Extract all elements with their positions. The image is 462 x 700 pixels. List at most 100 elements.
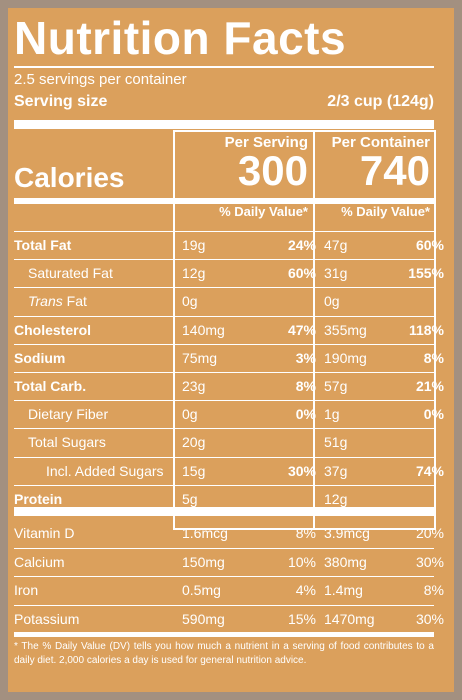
calories-per-serving: 300: [237, 147, 308, 194]
serving-daily-value: 24%: [287, 237, 316, 253]
row-divider: [14, 287, 434, 289]
serving-amount: 15g: [182, 462, 206, 479]
vitamin-name: Iron: [14, 582, 39, 598]
container-daily-value: 21%: [415, 378, 444, 394]
serving-amount: 75mg: [182, 349, 218, 366]
serving-daily-value: 60%: [287, 265, 316, 282]
container-amount: 190mg: [324, 349, 367, 366]
thick-rule-mid: [14, 507, 434, 516]
per-serving-header: Per Serving: [224, 134, 308, 151]
container-amount: 47g: [324, 237, 348, 253]
container-daily-value: 8%: [423, 582, 444, 598]
nutrient-name: Cholesterol: [14, 321, 92, 338]
container-amount: 12g: [324, 490, 348, 507]
nutrient-row: Sodium 75mg 3% 190mg 8%: [14, 345, 444, 373]
nutrient-row: Incl. Added Sugars 15g 30% 37g 74%: [14, 458, 444, 486]
nutrient-name: Protein: [14, 490, 63, 507]
serving-amount: 19g: [182, 237, 206, 253]
row-divider: [14, 259, 434, 261]
calories-rule: [14, 198, 434, 204]
row-divider: [14, 231, 434, 232]
row-divider: [14, 576, 434, 577]
nutrient-row: Total Sugars 20g 51g: [14, 429, 434, 457]
container-amount: 51g: [324, 434, 348, 451]
row-divider: [14, 372, 434, 373]
container-daily-value: 155%: [408, 265, 444, 282]
container-amount: 57g: [324, 378, 348, 394]
serving-amount: 0.5mg: [182, 582, 221, 598]
nutrient-name: Dietary Fiber: [28, 406, 109, 423]
nutrient-row: Trans Fat 0g 0g: [14, 288, 434, 316]
container-daily-value: 30%: [415, 610, 444, 627]
container-daily-value: 118%: [408, 321, 444, 338]
row-divider: [14, 428, 434, 430]
serving-daily-value: 47%: [287, 321, 316, 338]
nutrient-row: Total Fat 19g 24% 47g 60%: [14, 232, 444, 260]
nutrient-row: Cholesterol 140mg 47% 355mg 118%: [14, 317, 444, 345]
serving-daily-value: 15%: [287, 610, 316, 627]
row-divider: [14, 456, 434, 458]
row-divider: [14, 547, 434, 549]
vitamin-row: Iron 0.5mg 4% 1.4mg 8%: [14, 577, 444, 605]
serving-amount: 590mg: [182, 610, 225, 627]
nutrient-name: Trans Fat: [28, 293, 87, 310]
nutrient-row: Total Carb. 23g 8% 57g 21%: [14, 373, 444, 401]
nutrient-name: Total Carb.: [14, 378, 87, 394]
dv-header-container: % Daily Value*: [341, 204, 430, 219]
serving-amount: 0g: [182, 406, 198, 423]
dv-header-serving: % Daily Value*: [219, 204, 308, 219]
container-amount: 1g: [324, 406, 340, 423]
nutrient-name-prefix: Trans: [28, 293, 67, 310]
thick-rule-top: [14, 120, 434, 129]
container-daily-value: 74%: [415, 462, 444, 479]
container-daily-value: 60%: [415, 237, 444, 253]
container-daily-value: 30%: [415, 553, 444, 570]
label-title: Nutrition Facts: [14, 12, 347, 64]
per-container-column: [315, 130, 436, 530]
serving-daily-value: 0%: [295, 406, 316, 423]
serving-size-row: Serving size 2/3 cup (124g): [14, 92, 434, 112]
title-rule: [14, 66, 434, 68]
serving-daily-value: 3%: [295, 349, 316, 366]
vitamin-name: Calcium: [14, 553, 65, 570]
vitamin-row: Vitamin D 1.6mcg 8% 3.9mcg 20%: [14, 520, 444, 548]
container-amount: 1.4mg: [324, 582, 363, 598]
serving-amount: 150mg: [182, 553, 225, 570]
serving-amount: 140mg: [182, 321, 225, 338]
container-daily-value: 20%: [415, 525, 444, 541]
nutrient-name: Total Fat: [14, 237, 72, 253]
calories-label: Calories: [14, 162, 125, 193]
nutrient-row: Protein 5g 12g: [14, 486, 434, 514]
per-container-header: Per Container: [331, 134, 430, 151]
nutrient-name: Incl. Added Sugars: [46, 462, 164, 479]
footnote-rule: [14, 632, 434, 637]
vitamin-name: Potassium: [14, 610, 80, 627]
container-amount: 355mg: [324, 321, 367, 338]
serving-amount: 23g: [182, 378, 206, 394]
container-amount: 380mg: [324, 553, 367, 570]
row-divider: [14, 343, 434, 345]
container-amount: 3.9mcg: [324, 525, 370, 541]
serving-size-label: Serving size: [14, 93, 108, 110]
servings-per-container: 2.5 servings per container: [14, 71, 187, 88]
serving-daily-value: 30%: [287, 462, 316, 479]
row-divider: [14, 400, 434, 402]
calories-per-container: 740: [359, 147, 430, 194]
container-daily-value: 0%: [423, 406, 444, 423]
container-amount: 1470mg: [324, 610, 375, 627]
nutrient-row: Saturated Fat 12g 60% 31g 155%: [14, 260, 444, 288]
serving-amount: 1.6mcg: [182, 525, 228, 541]
serving-daily-value: 4%: [295, 582, 316, 598]
nutrient-name: Sodium: [14, 349, 66, 366]
serving-daily-value: 10%: [287, 553, 316, 570]
nutrient-row: Dietary Fiber 0g 0% 1g 0%: [14, 401, 444, 429]
per-serving-column: [173, 130, 315, 530]
container-amount: 0g: [324, 293, 340, 310]
nutrient-name: Saturated Fat: [28, 265, 113, 282]
serving-daily-value: 8%: [295, 525, 316, 541]
container-daily-value: 8%: [423, 349, 444, 366]
nutrient-name: Total Sugars: [28, 434, 106, 451]
serving-daily-value: 8%: [295, 378, 316, 394]
serving-amount: 12g: [182, 265, 206, 282]
vitamin-row: Potassium 590mg 15% 1470mg 30%: [14, 606, 444, 634]
